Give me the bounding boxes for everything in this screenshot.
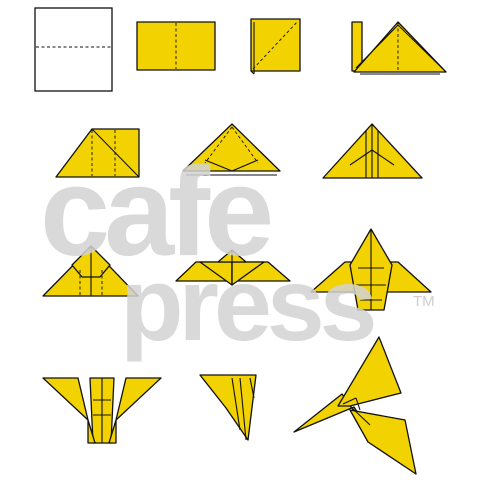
step-10-body-flaps: [310, 228, 432, 311]
step-2-folded-rectangle: [136, 21, 216, 71]
watermark-line1: cafe: [40, 141, 270, 282]
watermark-line2: press: [120, 247, 374, 363]
step-13-finished-butterfly: [293, 336, 417, 475]
step-12-butterfly-side: [199, 374, 257, 441]
step-6-layered-triangle: [182, 123, 281, 176]
step-5-right-triangle: [55, 128, 140, 178]
step-11-butterfly-front: [42, 377, 162, 444]
cafepress-watermark: cafe press TM: [40, 141, 435, 363]
step-8-raised-flaps: [42, 245, 139, 297]
step-9-flat-wings: [175, 249, 291, 286]
step-7-center-pleats: [322, 123, 423, 179]
watermark-trademark: TM: [413, 293, 435, 310]
step-4-triangle-layers: [351, 21, 447, 75]
step-3-diagonal-square: [250, 18, 301, 75]
step-1-blank-square: [34, 7, 113, 92]
